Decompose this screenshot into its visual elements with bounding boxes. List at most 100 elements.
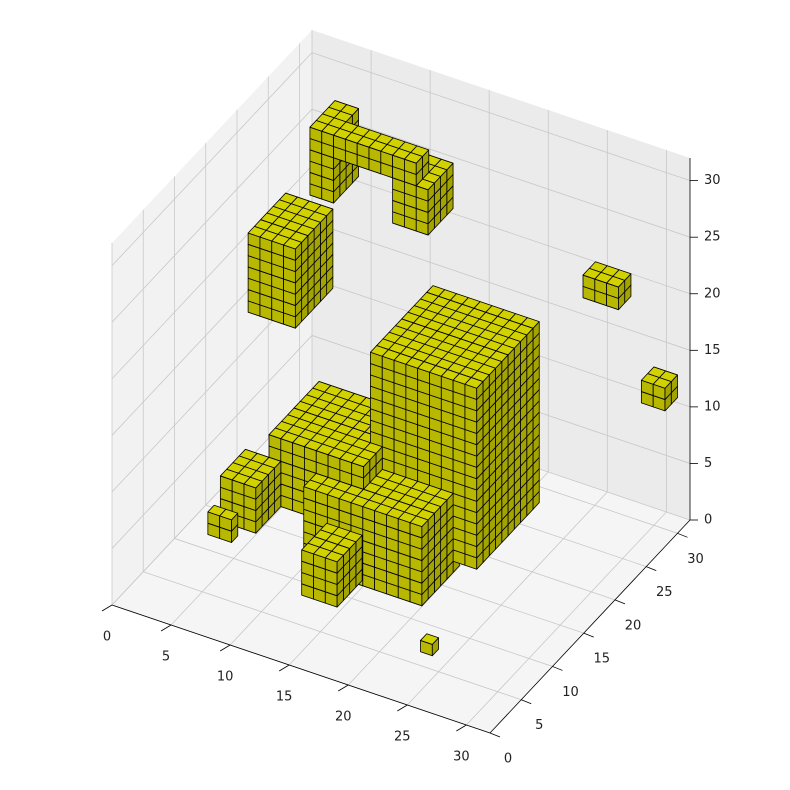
y-axis-line [489, 519, 691, 734]
voxel [339, 451, 359, 475]
grid-line [111, 52, 313, 266]
z-tick-label: 5 [704, 456, 712, 471]
x-tick [101, 604, 113, 612]
voxel [324, 550, 344, 574]
voxel [652, 377, 672, 400]
x-tick-label: 0 [103, 630, 111, 645]
x-tick-label: 20 [335, 710, 352, 725]
voxel [219, 508, 239, 532]
x-tick-label: 10 [217, 670, 234, 685]
voxel [283, 298, 303, 318]
voxel [415, 178, 435, 202]
voxel [420, 633, 439, 657]
voxel [231, 472, 251, 496]
voxel [606, 276, 626, 299]
x-tick [278, 664, 290, 672]
voxel [464, 377, 484, 400]
grid-line [143, 571, 522, 701]
x-tick-label: 5 [162, 650, 170, 665]
voxel [464, 528, 484, 547]
z-tick-label: 0 [704, 513, 712, 528]
y-tick [489, 732, 501, 738]
grid-line [466, 511, 667, 726]
y-tick [521, 699, 532, 705]
voxel [640, 373, 660, 396]
voxel-face [351, 455, 371, 468]
y-tick-label: 5 [535, 718, 543, 733]
x-tick [397, 704, 408, 712]
voxel [292, 435, 312, 459]
grid-line [311, 221, 691, 351]
voxel [350, 495, 370, 519]
voxel [301, 542, 321, 566]
voxel-face [219, 508, 239, 521]
voxel [652, 392, 672, 412]
grid-line [407, 491, 608, 706]
voxel [370, 345, 389, 368]
voxel-face [404, 152, 423, 164]
z-tick-label: 10 [704, 399, 721, 414]
left-pane [112, 30, 312, 605]
voxel [464, 516, 484, 536]
voxel-face [283, 237, 303, 250]
y-tick-label: 25 [656, 585, 673, 600]
voxel [606, 291, 626, 311]
y-tick-label: 15 [593, 652, 610, 667]
y-tick [583, 632, 594, 638]
voxel-face [409, 515, 429, 528]
voxel [362, 499, 382, 523]
voxel [315, 483, 335, 507]
z-tick-label: 20 [704, 286, 721, 301]
voxel [368, 140, 388, 163]
z-tick-label: 30 [704, 173, 721, 188]
voxel [409, 542, 429, 561]
y-tick-label: 10 [562, 685, 579, 700]
voxel [247, 225, 267, 249]
voxel-face [464, 377, 484, 389]
z-tick-label: 25 [704, 230, 721, 245]
voxel-face [243, 476, 263, 489]
z-tick-label: 15 [704, 343, 721, 358]
voxel [338, 491, 358, 515]
y-tick [614, 599, 626, 605]
y-tick [552, 666, 563, 671]
grid-line [311, 52, 691, 182]
grid-line [111, 335, 313, 549]
voxel [409, 553, 429, 573]
voxel-face [652, 377, 672, 389]
grid-line [111, 108, 313, 323]
y-tick [646, 566, 657, 571]
x-axis-line [111, 604, 491, 734]
voxel [415, 194, 435, 213]
voxel [351, 455, 371, 479]
voxel [207, 504, 227, 528]
grid-line [311, 108, 691, 238]
voxel [464, 415, 484, 434]
x-tick-label: 15 [276, 690, 293, 705]
voxel [380, 144, 400, 167]
voxel [464, 482, 484, 502]
voxel-face [606, 276, 626, 288]
y-tick-label: 20 [625, 618, 642, 633]
voxel-face [324, 550, 344, 563]
voxel [397, 511, 417, 535]
voxel [313, 546, 332, 570]
y-tick-label: 0 [504, 752, 512, 767]
grid-line [174, 538, 553, 667]
x-tick [160, 624, 172, 632]
voxel-face [415, 178, 435, 191]
voxel [243, 476, 263, 500]
voxel [356, 136, 376, 159]
voxel [409, 515, 429, 539]
voxel [283, 275, 303, 295]
voxel [243, 492, 263, 511]
voxel-face [420, 633, 439, 645]
voxel [283, 237, 303, 261]
y-tick-label: 30 [687, 552, 704, 567]
x-tick-label: 30 [453, 750, 470, 765]
voxel [315, 443, 335, 467]
x-tick [219, 644, 231, 652]
x-tick [338, 684, 349, 692]
voxel [283, 287, 303, 306]
